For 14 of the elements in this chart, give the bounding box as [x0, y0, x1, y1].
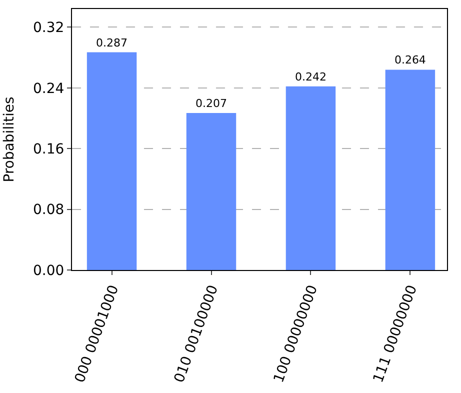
- bar: [186, 112, 236, 270]
- y-tick-label: 0.08: [33, 202, 64, 218]
- data-label: 0.264: [394, 54, 426, 67]
- bar: [385, 70, 436, 270]
- y-tick-label: 0.24: [33, 80, 64, 97]
- data-label: 0.207: [196, 96, 228, 110]
- data-label: 0.242: [294, 70, 326, 84]
- bar: [286, 86, 336, 270]
- data-label: 0.287: [96, 36, 128, 50]
- bar: [86, 52, 137, 270]
- y-tick-label: 0.00: [33, 262, 64, 279]
- y-tick-label: 0.32: [33, 20, 64, 36]
- y-tick-label: 0.16: [33, 142, 64, 158]
- y-axis-title: Probabilities: [2, 96, 18, 182]
